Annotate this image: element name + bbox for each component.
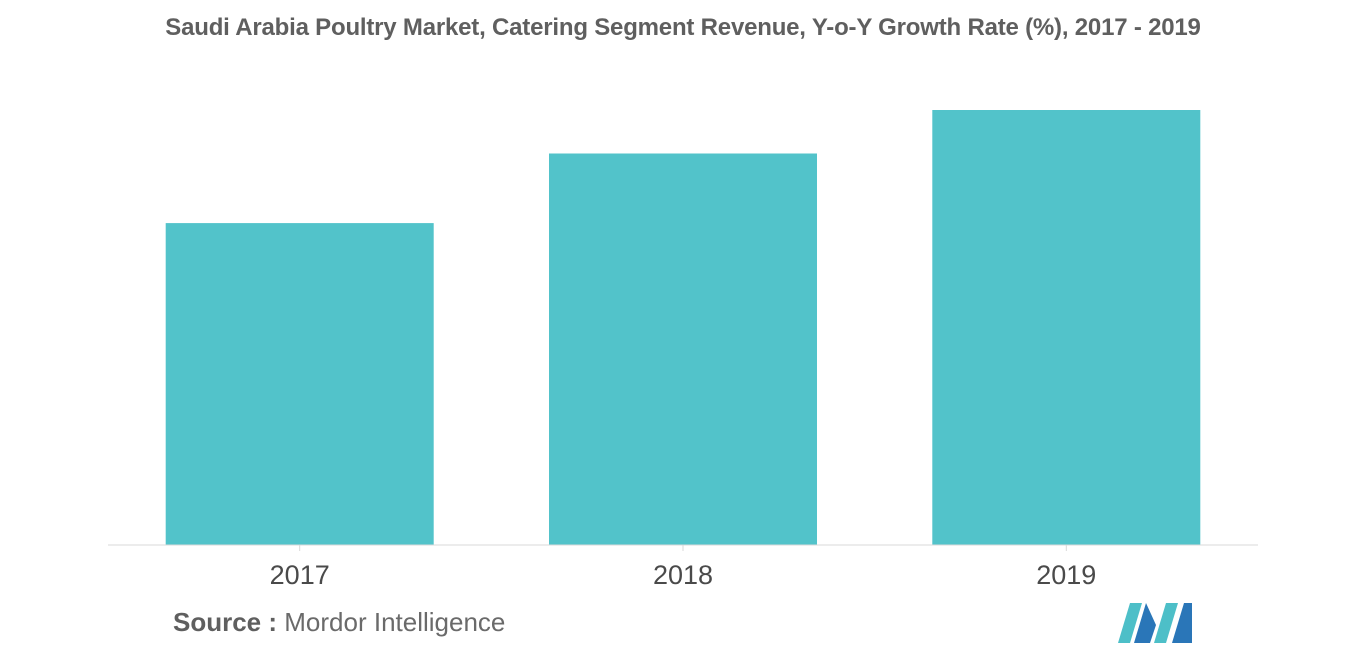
bar-2019 — [932, 110, 1201, 545]
x-axis-ticks: 2017 2018 2019 — [270, 545, 1096, 590]
x-tick-label-2017: 2017 — [270, 560, 330, 590]
bar-2017 — [165, 223, 434, 545]
chart-title: Saudi Arabia Poultry Market, Catering Se… — [165, 14, 1201, 41]
x-tick-label-2019: 2019 — [1036, 560, 1096, 590]
bars-group — [165, 110, 1201, 545]
x-tick-label-2018: 2018 — [653, 560, 713, 590]
bar-2018 — [549, 153, 817, 545]
source-text: Mordor Intelligence — [284, 607, 506, 637]
source-label: Source : — [173, 607, 278, 637]
mordor-intelligence-logo-icon — [1118, 603, 1192, 643]
source-note: Source : Mordor Intelligence — [173, 607, 505, 638]
